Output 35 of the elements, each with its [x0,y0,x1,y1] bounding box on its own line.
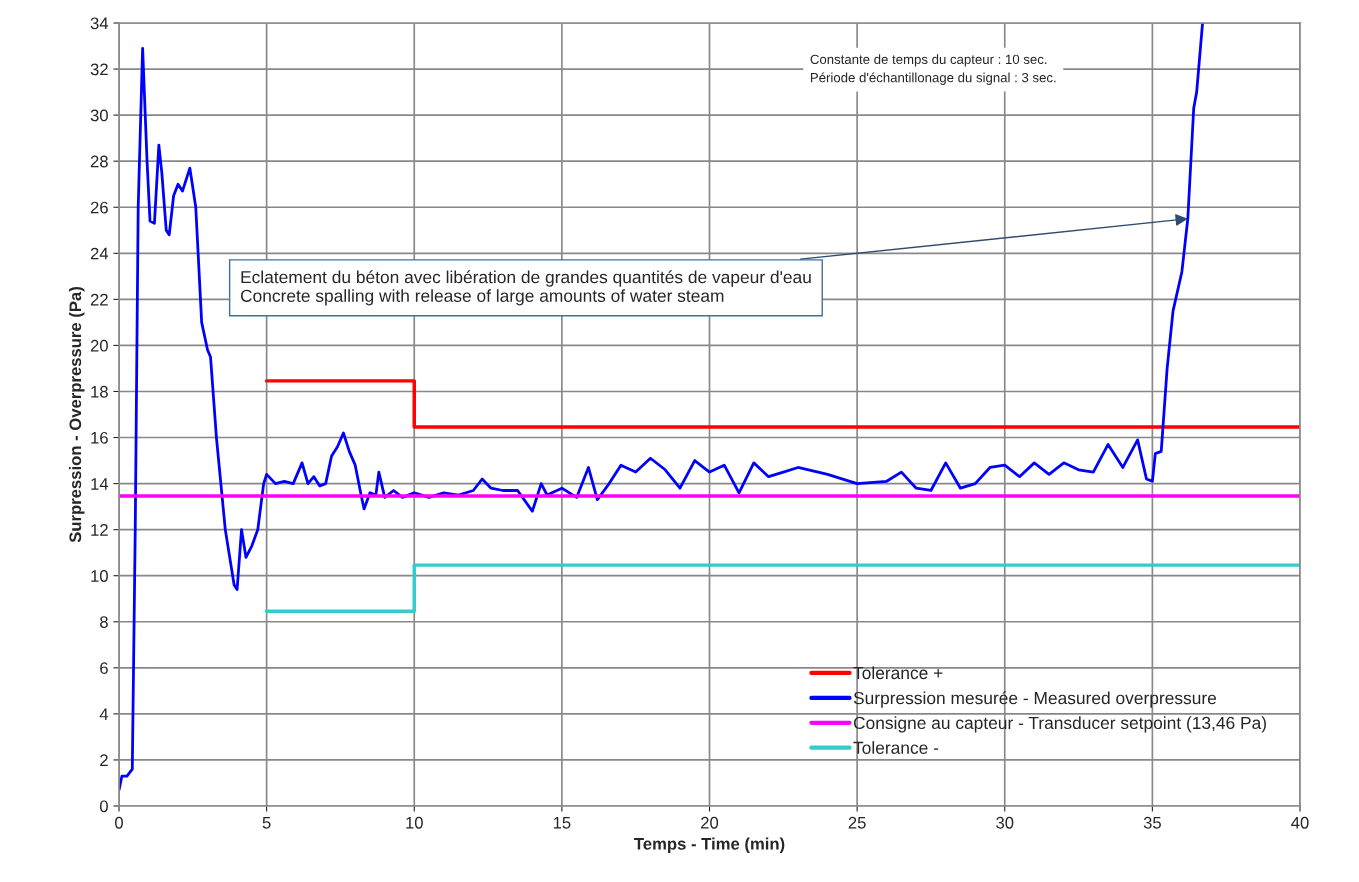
y-tick-label: 28 [90,155,108,168]
x-tick-label: 25 [848,816,866,829]
y-tick-label: 2 [100,754,108,766]
y-tick-label: 8 [100,616,108,628]
y-tick-label: 16 [91,431,108,444]
y-tick-label: 14 [91,478,109,490]
y-tick-label: 32 [90,63,108,76]
x-tick-label: 35 [1143,816,1161,829]
x-tick-label: 20 [701,816,719,829]
x-tick-label: 40 [1291,816,1309,829]
y-tick-label: 6 [100,662,108,675]
y-tick-label: 4 [99,708,109,720]
x-tick-label: 10 [406,816,423,829]
legend-label: Tolerance + [853,666,943,680]
y-axis-title: Surpression - Overpressure (Pa) [68,287,85,543]
y-tick-label: 24 [90,247,109,260]
x-tick-label: 30 [996,816,1014,829]
x-tick-label: 0 [115,816,123,829]
x-axis-title: Temps - Time (min) [634,837,785,854]
annotation: Eclatement du béton avec libération de grandes quantités de vapeur d'eau Concrete spalling with release of large amounts of water steam [240,270,811,306]
y-tick-label: 0 [99,800,108,813]
legend-label: Surpression mesurée - Measured overpressure [853,691,1217,708]
y-tick-label: 10 [91,570,108,582]
y-tick-label: 12 [91,524,108,536]
legend-label: Tolerance - [853,741,939,754]
y-tick-label: 26 [90,201,108,214]
x-tick-label: 15 [553,817,571,829]
y-tick-label: 30 [90,109,108,122]
annotation: Constante de temps du capteur : 10 sec. Période d'échantillonage du signal : 3 sec. [810,54,1056,85]
x-tick-label: 5 [262,817,271,829]
y-tick-label: 34 [90,17,109,30]
y-tick-label: 22 [90,293,108,306]
y-tick-label: 20 [90,339,108,352]
legend-label: Consigne au capteur - Transducer setpoint (13,46 Pa) [853,716,1266,733]
y-tick-label: 18 [91,385,108,398]
